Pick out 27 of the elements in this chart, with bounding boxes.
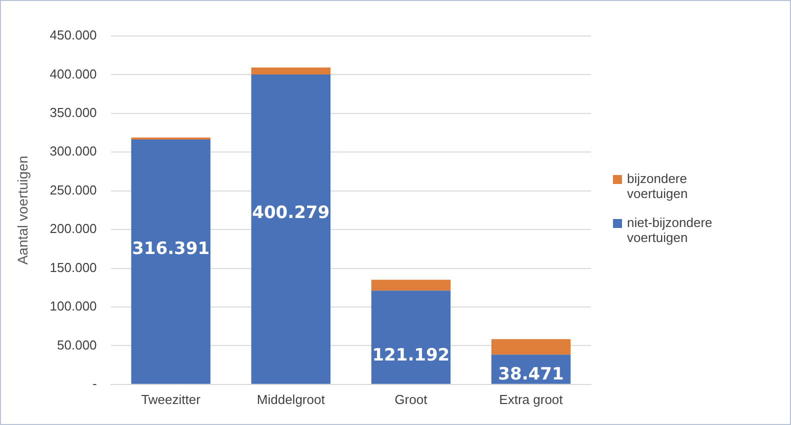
y-tick-label: 400.000 (50, 66, 97, 82)
y-tick-label: - (92, 376, 97, 391)
data-label: 121.192 (372, 345, 450, 366)
bar (251, 74, 330, 384)
legend-label: bijzondere voertuigen (627, 171, 689, 201)
x-tick-label: Groot (394, 392, 428, 407)
y-tick-label: 300.000 (50, 144, 97, 159)
x-tick-label: Middelgroot (256, 392, 326, 407)
bar (251, 68, 330, 74)
bar (491, 339, 571, 355)
y-tick-label: 350.000 (50, 105, 97, 120)
legend-label: niet-bijzondere voertuigen (627, 215, 714, 245)
y-tick-label: 50.000 (57, 337, 97, 352)
bar (371, 280, 451, 291)
y-tick-label: 150.000 (50, 260, 97, 275)
bar (131, 139, 210, 384)
x-tick-label: Tweezitter (141, 392, 202, 407)
x-tick-label: Extra groot (499, 392, 564, 407)
y-tick-label: 450.000 (50, 28, 97, 43)
data-label: 400.279 (252, 203, 330, 224)
y-tick-label: 100.000 (50, 298, 97, 314)
data-label: 316.391 (132, 238, 210, 259)
data-label: 38.471 (498, 364, 564, 385)
y-tick-label: 250.000 (50, 182, 97, 198)
y-tick-label: 200.000 (50, 221, 97, 236)
bar (371, 290, 451, 384)
y-axis-title: Aantal voertuigen (14, 156, 30, 265)
